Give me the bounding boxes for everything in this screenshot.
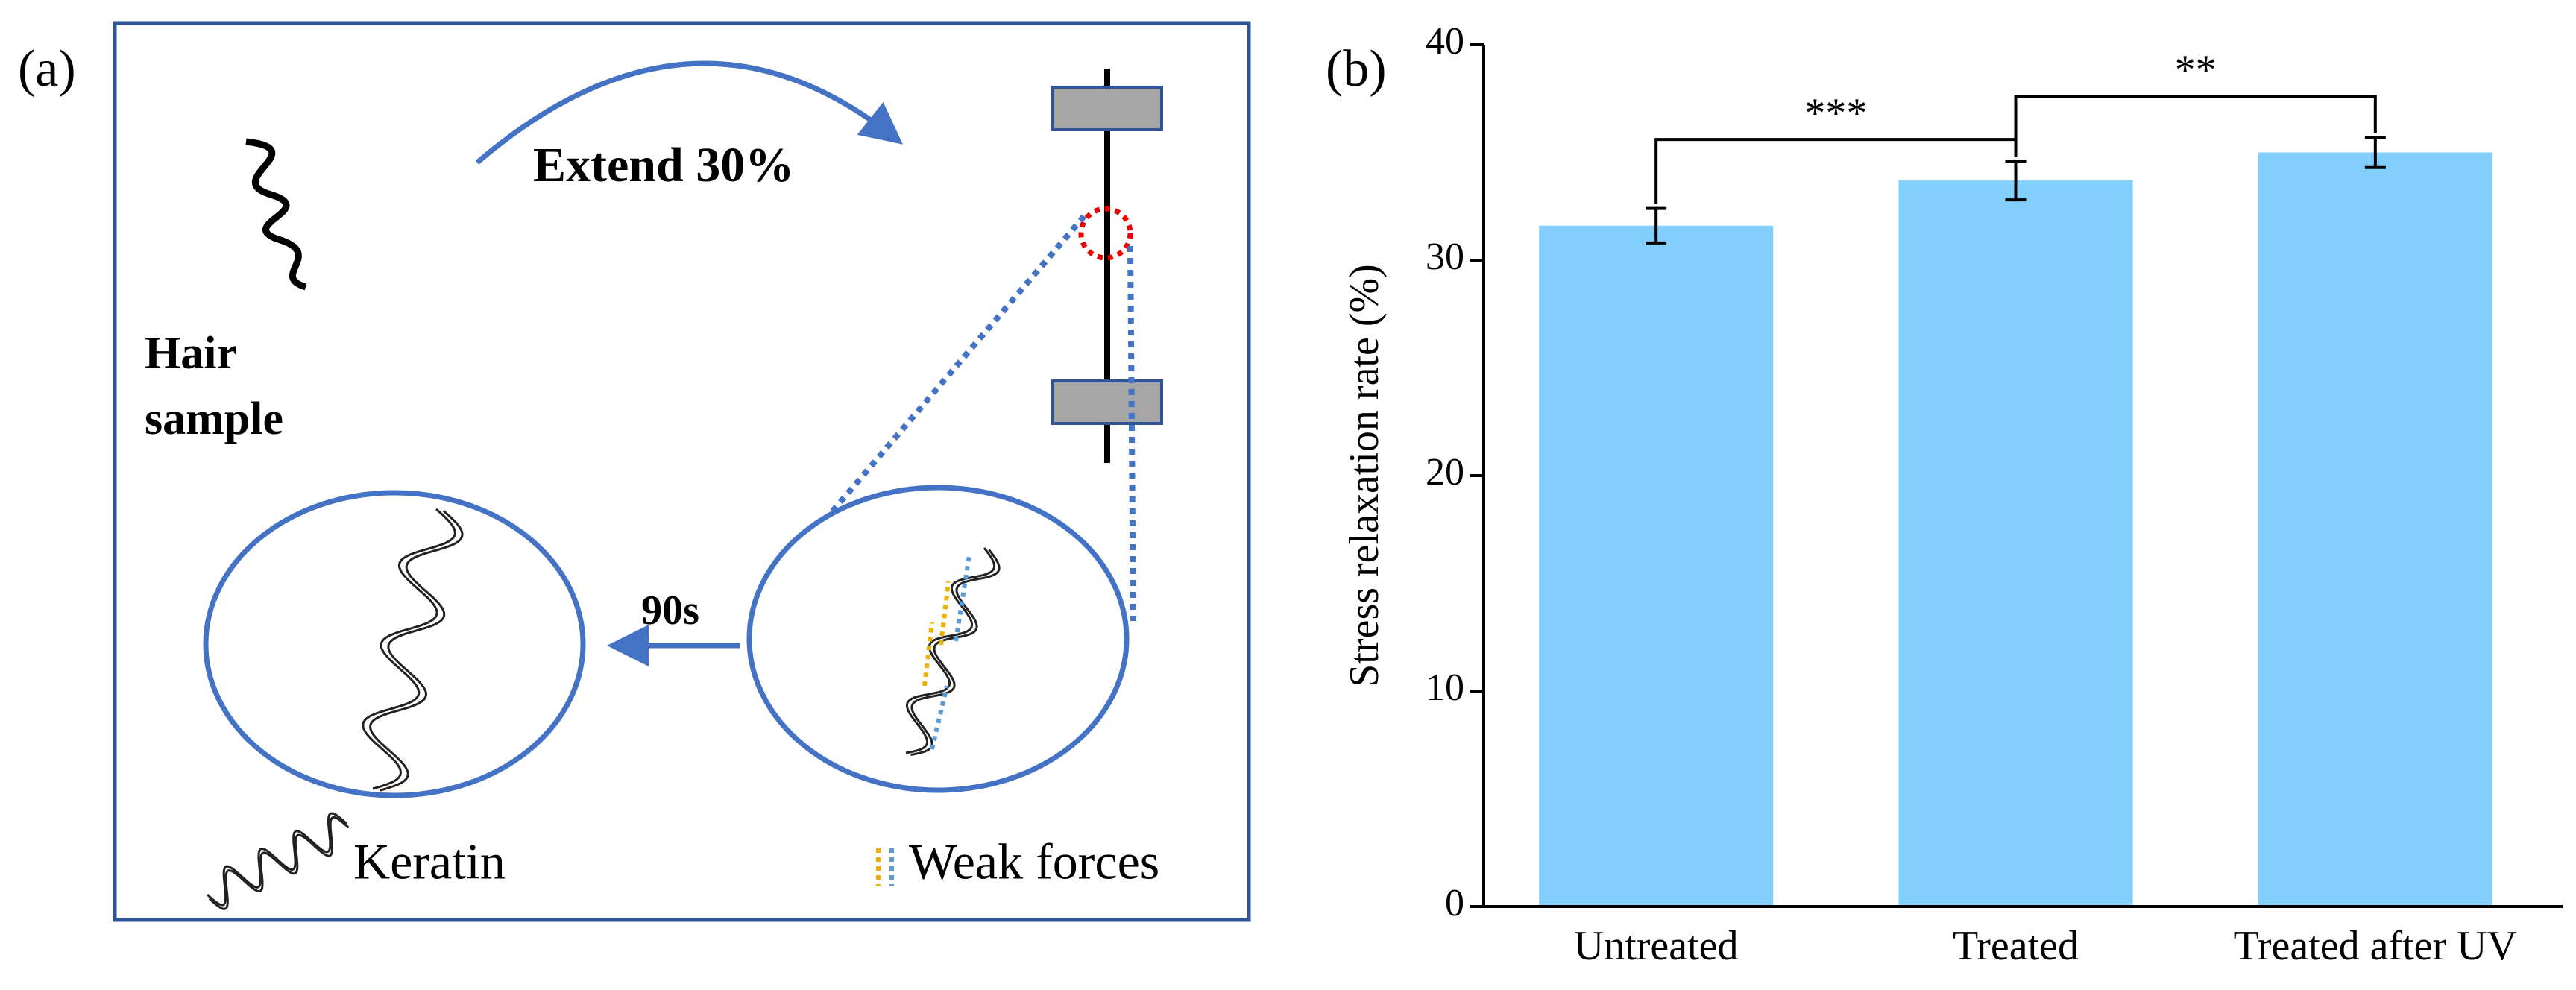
bar	[1898, 180, 2133, 907]
panel-b: (b) Stress relaxation rate (%) Untreated…	[1326, 20, 2563, 969]
stretch-arrow	[475, 60, 903, 165]
x-tick-label: Treated after UV	[2234, 923, 2517, 969]
significance-label: ***	[1804, 90, 1867, 136]
relaxed-ellipse	[203, 490, 586, 798]
stretch-label: Extend 30%	[533, 138, 794, 192]
weak-force	[930, 685, 949, 750]
bar	[1539, 225, 1774, 907]
panel-a: (a) Hair sample Extend 30% 90s Keratin W…	[18, 21, 1251, 922]
hair-icon	[245, 138, 307, 291]
y-tick-label: 30	[1426, 236, 1464, 278]
panel-label: (b)	[1326, 40, 1387, 98]
keratin-helix	[910, 549, 1001, 756]
keratin-helix	[905, 547, 996, 754]
keratin-helix	[368, 510, 464, 792]
sample-label: sample	[145, 394, 283, 444]
panel-frame	[113, 21, 1251, 922]
y-tick-label: 40	[1426, 20, 1464, 63]
error-bar	[2364, 136, 2386, 169]
panel-label: (a)	[18, 40, 76, 98]
clamp	[1051, 379, 1163, 425]
keratin-helix	[206, 812, 348, 907]
zoom-line	[827, 214, 1087, 517]
sample-label: Hair	[145, 328, 237, 379]
weak-force	[954, 555, 971, 642]
helices	[206, 508, 1001, 910]
weak-force	[922, 622, 934, 687]
x-tick-label: Treated	[1953, 923, 2079, 969]
keratin-helix	[362, 508, 456, 790]
error-bar	[1646, 206, 1667, 245]
significance-label: **	[2175, 47, 2217, 93]
zoom-circle	[1078, 206, 1133, 261]
y-tick-label: 10	[1426, 666, 1464, 709]
zoom-line	[1127, 245, 1136, 622]
axes	[1482, 45, 2563, 908]
keratin-helix	[208, 816, 350, 910]
error-bar	[2005, 160, 2027, 202]
legend-label: Weak forces	[909, 833, 1159, 890]
y-tick-label: 20	[1426, 451, 1464, 494]
significance-bracket	[2014, 95, 2377, 157]
legend-label: Keratin	[353, 833, 506, 890]
bar	[2258, 152, 2492, 907]
x-tick-label: Untreated	[1574, 923, 1739, 969]
time-label: 90s	[641, 587, 699, 634]
y-axis-label: Stress relaxation rate (%)	[1341, 264, 1388, 687]
weak-force	[939, 581, 951, 646]
clamp	[1051, 86, 1163, 131]
y-tick-label: 0	[1445, 882, 1464, 924]
